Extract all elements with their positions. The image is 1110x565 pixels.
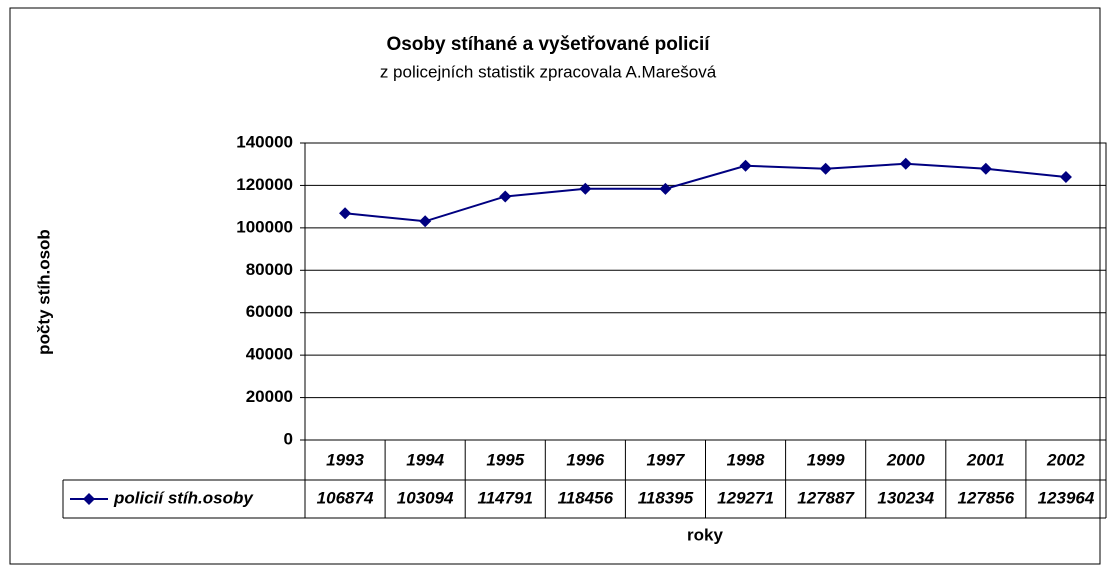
table-value: 127887: [797, 488, 855, 507]
table-value: 127856: [957, 488, 1014, 507]
x-axis-label: roky: [687, 525, 723, 544]
legend-label: policií stíh.osoby: [113, 488, 254, 507]
table-value: 114791: [478, 488, 533, 507]
data-point: [819, 162, 832, 175]
data-point: [979, 162, 992, 175]
x-tick-label: 1993: [326, 450, 364, 469]
x-tick-label: 1998: [727, 450, 765, 469]
y-tick-label: 80000: [246, 260, 293, 279]
table-value: 118456: [558, 488, 614, 507]
data-point: [739, 159, 752, 172]
series-line: [344, 162, 1067, 223]
table-value: 106874: [317, 488, 374, 507]
data-point: [899, 157, 912, 170]
x-tick-label: 2001: [966, 450, 1005, 469]
x-tick-label: 1996: [566, 450, 604, 469]
y-tick-label: 120000: [236, 175, 293, 194]
x-tick-label: 1994: [406, 450, 444, 469]
data-point: [339, 207, 352, 220]
y-tick-label: 20000: [246, 387, 293, 406]
data-point: [499, 190, 512, 203]
chart-title: Osoby stíhané a vyšetřované policií: [386, 34, 710, 55]
x-tick-label: 2002: [1046, 450, 1085, 469]
data-point: [579, 182, 592, 195]
x-tick-label: 1997: [647, 450, 686, 469]
y-axis-label: počty stíh.osob: [34, 229, 53, 355]
data-point: [419, 215, 432, 228]
y-tick-label: 60000: [246, 302, 293, 321]
y-tick-label: 0: [284, 429, 293, 448]
y-tick-label: 40000: [246, 345, 293, 364]
table-value: 129271: [717, 488, 774, 507]
table-value: 123964: [1038, 488, 1095, 507]
table-value: 103094: [397, 488, 454, 507]
table-value: 130234: [877, 488, 934, 507]
x-tick-label: 2000: [886, 450, 925, 469]
table-value: 118395: [638, 488, 694, 507]
x-tick-label: 1995: [486, 450, 524, 469]
data-point: [659, 182, 672, 195]
legend-marker: [83, 493, 95, 505]
y-tick-label: 100000: [236, 217, 293, 236]
y-tick-label: 140000: [236, 132, 293, 151]
x-tick-label: 1999: [807, 450, 845, 469]
chart-subtitle: z policejních statistik zpracovala A.Mar…: [380, 62, 717, 81]
data-point: [1059, 171, 1072, 184]
chart-border: [9, 7, 1101, 565]
